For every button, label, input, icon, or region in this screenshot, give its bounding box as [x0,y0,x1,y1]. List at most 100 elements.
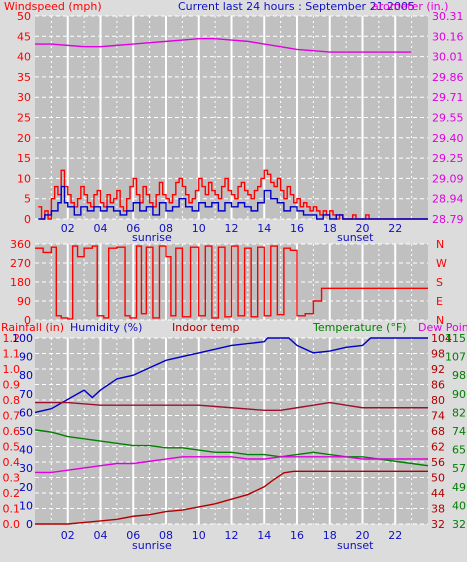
dir-left-ytick-3: 270 [10,257,31,270]
wind-xtick-12: 12 [225,222,239,235]
dir-series-direction [35,245,428,320]
wind-left-ytick-7: 35 [17,71,31,84]
dir-left-ytick-1: 90 [17,295,31,308]
hum-left-ytick-8: 80 [19,369,33,382]
rain-left-ytick-1: 0.1 [3,503,21,516]
temp-right-ytick-4: 65 [452,444,466,457]
baro-right-ytick-3: 29.25 [432,152,464,165]
grid-layer [35,15,428,525]
indoor-right-ytick-2: 44 [431,487,445,500]
dir-right-ytick-1: E [436,295,443,308]
indoor-right-ytick-3: 50 [431,472,445,485]
temp-right-ytick-5: 74 [452,425,466,438]
baro-right-ytick-4: 29.40 [432,132,464,145]
indoor-right-ytick-6: 68 [431,425,445,438]
temp-xtick-22: 22 [388,529,402,542]
hum-left-ytick-1: 10 [19,499,33,512]
indoor-temp-label: Indoor temp [172,321,239,334]
temp-right-ytick-10: 115 [445,332,466,345]
wind-left-ytick-0: 0 [24,213,31,226]
temp-right-ytick-6: 82 [452,406,466,419]
indoor-right-ytick-9: 86 [431,379,445,392]
indoor-right-ytick-4: 56 [431,456,445,469]
temp-series-dewpoint [35,456,428,474]
wind-left-ytick-6: 30 [17,91,31,104]
chart-title: Current last 24 hours : September 21 200… [178,0,415,13]
wind-left-ytick-3: 15 [17,152,31,165]
indoor-right-ytick-5: 62 [431,441,445,454]
dir-left-ytick-4: 360 [10,238,31,251]
indoor-right-ytick-8: 80 [431,394,445,407]
temp-series-temperature [34,429,429,467]
temp-xtick-06: 06 [126,529,140,542]
rain-left-ytick-4: 0.4 [3,456,21,469]
sunrise-label-1: sunrise [132,231,172,244]
dew-point-label: Dew Point [418,321,467,334]
hum-left-ytick-9: 90 [19,351,33,364]
hum-left-ytick-4: 40 [19,444,33,457]
temp-series-rainfall [35,470,428,525]
baro-right-ytick-9: 30.16 [432,30,464,43]
rain-left-ytick-0: 0.0 [3,518,21,531]
temp-right-ytick-3: 57 [452,462,466,475]
baro-right-ytick-0: 28.79 [432,213,464,226]
indoor-right-ytick-0: 32 [431,518,445,531]
dir-right-ytick-2: S [436,276,443,289]
wind-xtick-06: 06 [126,222,140,235]
temp-right-ytick-8: 98 [452,369,466,382]
rain-left-ytick-3: 0.3 [3,472,21,485]
sunrise-label-2: sunrise [132,539,172,552]
wind-xtick-22: 22 [388,222,402,235]
hum-left-ytick-6: 60 [19,406,33,419]
hum-left-ytick-7: 70 [19,388,33,401]
sunset-label-1: sunset [337,231,374,244]
wind-left-ytick-4: 20 [17,132,31,145]
rain-left-ytick-10: 1.0 [3,363,21,376]
indoor-right-ytick-11: 98 [431,348,445,361]
wind-xtick-16: 16 [290,222,304,235]
hum-left-ytick-3: 30 [19,462,33,475]
windspeed-axis-label: Windspeed (mph) [4,0,102,13]
temperature-axis-label: Temperature (°F) [312,321,407,334]
barometer-axis-label: arometer (in.) [372,0,448,13]
temp-xtick-02: 02 [61,529,75,542]
temp-xtick-10: 10 [192,529,206,542]
temp-series-indoor [35,401,428,412]
temp-xtick-14: 14 [257,529,271,542]
temp-xtick-04: 04 [94,529,108,542]
temp-right-ytick-0: 32 [452,518,466,531]
hum-left-ytick-10: 100 [12,332,33,345]
wind-xtick-18: 18 [323,222,337,235]
baro-right-ytick-8: 30.01 [432,51,464,64]
humidity-axis-label: Humidity (%) [70,321,142,334]
indoor-right-ytick-10: 92 [431,363,445,376]
rain-left-ytick-9: 0.9 [3,379,21,392]
wind-left-ytick-9: 45 [17,30,31,43]
wind-left-ytick-2: 10 [17,172,31,185]
wind-xtick-08: 08 [159,222,173,235]
temp-right-ytick-9: 107 [445,351,466,364]
rain-left-ytick-8: 0.8 [3,394,21,407]
rain-left-ytick-6: 0.6 [3,425,21,438]
baro-right-ytick-10: 30.31 [432,10,464,23]
hum-left-ytick-0: 0 [26,518,33,531]
temp-series-humidity [34,337,428,414]
dir-left-ytick-2: 180 [10,276,31,289]
wind-xtick-20: 20 [356,222,370,235]
temp-xtick-08: 08 [159,529,173,542]
temp-xtick-12: 12 [225,529,239,542]
wind-left-ytick-1: 5 [24,193,31,206]
dir-right-ytick-3: W [436,257,447,270]
rain-left-ytick-2: 0.2 [3,487,21,500]
temp-xtick-16: 16 [290,529,304,542]
hum-left-ytick-2: 20 [19,481,33,494]
baro-right-ytick-1: 28.94 [432,193,464,206]
wind-xtick-10: 10 [192,222,206,235]
temp-right-ytick-7: 90 [452,388,466,401]
indoor-right-ytick-12: 104 [431,332,452,345]
sunset-label-2: sunset [337,539,374,552]
dir-right-ytick-4: N [436,238,444,251]
baro-right-ytick-5: 29.55 [432,112,464,125]
indoor-right-ytick-1: 38 [431,503,445,516]
